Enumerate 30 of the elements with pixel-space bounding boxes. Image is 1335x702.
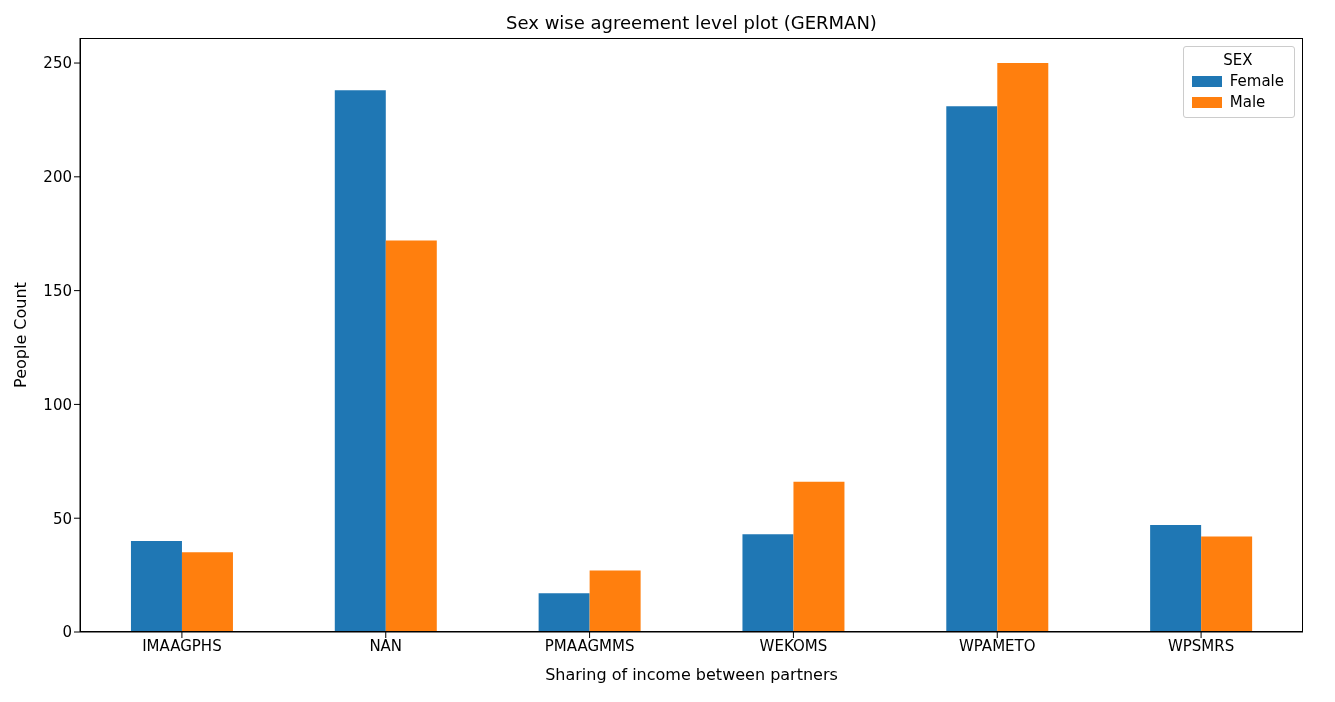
x-tick-label: PMAAGMMS <box>544 636 635 655</box>
bar <box>334 90 386 632</box>
x-tick-label: WEKOMS <box>759 636 828 655</box>
bar <box>538 593 590 632</box>
bar <box>1201 536 1253 632</box>
y-tick-label: 100 <box>43 395 72 414</box>
x-tick-label: WPAMETO <box>958 636 1036 655</box>
legend-title: SEX <box>1222 51 1254 69</box>
x-tick-label: IMAAGPHS <box>142 636 222 655</box>
legend-label: Female <box>1229 72 1284 90</box>
y-tick-label: 250 <box>43 54 72 73</box>
y-tick-label: 150 <box>43 281 72 300</box>
bar <box>997 63 1049 632</box>
bar <box>946 106 998 632</box>
chart-title: Sex wise agreement level plot (GERMAN) <box>505 12 878 33</box>
x-tick-label: NAN <box>369 636 403 655</box>
x-tick-label: WPSMRS <box>1167 636 1235 655</box>
y-tick-label: 0 <box>62 623 72 642</box>
bar <box>1150 525 1202 632</box>
y-tick-label: 50 <box>52 509 72 528</box>
bar <box>181 552 233 632</box>
bar <box>130 540 182 632</box>
legend-label: Male <box>1229 93 1266 111</box>
bar <box>589 570 641 632</box>
bar <box>385 240 437 632</box>
bar <box>793 481 845 632</box>
bar <box>742 534 794 632</box>
y-tick-label: 200 <box>43 168 72 187</box>
y-axis-title: People Count <box>10 282 30 388</box>
x-axis-title: Sharing of income between partners <box>545 665 838 684</box>
